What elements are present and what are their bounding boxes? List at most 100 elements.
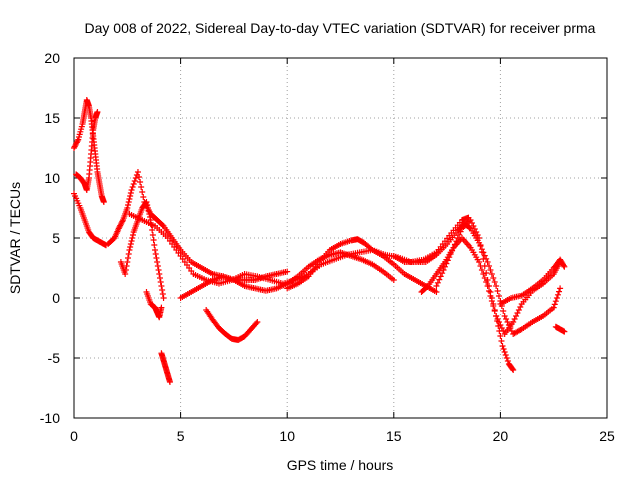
data-point xyxy=(480,271,487,277)
data-point xyxy=(511,316,518,322)
data-point xyxy=(156,271,163,277)
data-point xyxy=(151,242,158,248)
data-point xyxy=(496,328,503,334)
data-point xyxy=(125,255,132,261)
x-tick-label: 25 xyxy=(599,428,615,444)
data-point xyxy=(390,277,397,283)
data-point xyxy=(550,304,557,311)
data-point xyxy=(143,199,150,205)
data-point xyxy=(509,366,516,372)
data-point xyxy=(129,184,136,190)
data-point xyxy=(495,323,502,329)
data-point xyxy=(154,263,161,269)
data-point xyxy=(94,109,101,115)
data-point xyxy=(433,289,440,295)
x-tick-label: 20 xyxy=(493,428,509,444)
data-point xyxy=(253,320,260,327)
y-tick-label: -5 xyxy=(48,350,61,366)
data-point xyxy=(136,174,143,180)
y-tick-label: 5 xyxy=(52,230,60,246)
data-point xyxy=(491,279,498,285)
data-point xyxy=(131,178,138,184)
series-arc-p xyxy=(552,323,568,335)
x-tick-label: 5 xyxy=(177,428,185,444)
data-point xyxy=(502,352,509,358)
data-point xyxy=(144,205,151,211)
data-point xyxy=(140,194,147,200)
data-point xyxy=(561,328,568,335)
data-point xyxy=(157,279,164,285)
y-tick-label: 10 xyxy=(44,170,60,186)
data-point xyxy=(145,208,152,214)
data-point xyxy=(125,202,132,208)
data-point xyxy=(500,346,507,352)
data-point xyxy=(139,189,146,195)
data-point xyxy=(503,316,510,322)
series-arc-b xyxy=(71,190,109,249)
data-point xyxy=(127,190,134,196)
x-tick-label: 10 xyxy=(279,428,295,444)
data-point xyxy=(561,263,568,270)
data-point xyxy=(149,232,156,238)
data-point xyxy=(144,202,151,208)
data-point xyxy=(487,267,494,273)
data-point xyxy=(477,242,484,248)
data-point xyxy=(449,247,456,254)
data-point xyxy=(130,181,137,187)
series-arc-k xyxy=(284,236,440,295)
data-point xyxy=(124,205,131,211)
data-point xyxy=(501,313,508,319)
data-point xyxy=(517,304,524,310)
data-point xyxy=(440,267,447,273)
series-arc-c xyxy=(73,109,101,193)
data-point xyxy=(446,254,453,261)
data-point xyxy=(454,235,461,241)
data-point xyxy=(491,307,498,313)
data-point xyxy=(478,249,485,255)
data-point xyxy=(134,169,141,175)
data-point xyxy=(433,283,440,289)
data-point xyxy=(457,228,464,235)
data-point xyxy=(556,288,563,295)
data-point xyxy=(552,298,559,305)
data-point xyxy=(499,343,506,349)
data-point xyxy=(126,247,133,253)
data-point xyxy=(495,293,502,299)
data-point xyxy=(158,304,165,311)
data-point xyxy=(473,229,480,235)
x-axis-title: GPS time / hours xyxy=(287,457,394,473)
data-point xyxy=(158,283,165,289)
x-tick-label: 0 xyxy=(70,428,78,444)
data-point xyxy=(155,267,162,273)
data-point xyxy=(510,367,517,373)
data-point xyxy=(125,199,132,205)
series-arc-n xyxy=(433,217,517,373)
data-point xyxy=(476,235,483,241)
ticks xyxy=(73,57,608,419)
data-point xyxy=(554,291,561,298)
data-point xyxy=(127,241,134,247)
data-point xyxy=(152,251,159,257)
series-arc-j xyxy=(203,307,261,343)
data-point xyxy=(478,267,485,273)
data-point xyxy=(254,319,261,325)
data-point xyxy=(126,196,133,202)
data-points xyxy=(71,97,568,385)
data-point xyxy=(123,263,130,269)
data-point xyxy=(553,295,560,301)
data-point xyxy=(466,224,473,231)
data-point xyxy=(160,295,167,301)
data-point xyxy=(137,179,144,185)
y-tick-label: -10 xyxy=(40,410,60,426)
data-point xyxy=(122,267,129,273)
data-point xyxy=(444,257,451,264)
data-point xyxy=(127,193,134,199)
data-point xyxy=(100,199,107,205)
data-point xyxy=(456,231,463,238)
data-point xyxy=(514,310,521,316)
data-point xyxy=(560,262,567,269)
series-arc-o xyxy=(497,256,568,307)
data-point xyxy=(497,333,504,339)
tick-labels: 0 5 10 15 20 25 -10 -5 0 5 10 15 20 xyxy=(40,50,615,444)
